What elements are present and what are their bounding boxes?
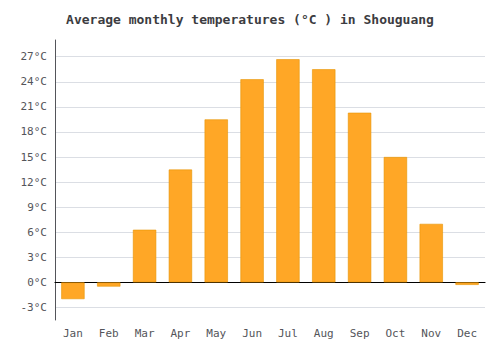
- svg-text:-3°C: -3°C: [21, 301, 48, 314]
- svg-text:Jun: Jun: [242, 327, 262, 340]
- svg-text:9°C: 9°C: [27, 201, 47, 214]
- svg-text:24°C: 24°C: [21, 75, 48, 88]
- svg-text:21°C: 21°C: [21, 100, 48, 113]
- svg-text:Dec: Dec: [457, 327, 477, 340]
- svg-text:18°C: 18°C: [21, 125, 48, 138]
- svg-text:15°C: 15°C: [21, 151, 48, 164]
- svg-text:Feb: Feb: [99, 327, 119, 340]
- svg-text:Apr: Apr: [170, 327, 190, 340]
- svg-text:Jan: Jan: [63, 327, 83, 340]
- svg-text:Sep: Sep: [350, 327, 370, 340]
- svg-text:Jul: Jul: [278, 327, 298, 340]
- svg-text:May: May: [206, 327, 226, 340]
- svg-text:Nov: Nov: [421, 327, 441, 340]
- svg-text:6°C: 6°C: [27, 226, 47, 239]
- svg-text:0°C: 0°C: [27, 276, 47, 289]
- svg-text:3°C: 3°C: [27, 251, 47, 264]
- svg-text:Average monthly temperatures (: Average monthly temperatures (°C ) in Sh…: [66, 12, 434, 27]
- svg-text:Mar: Mar: [135, 327, 155, 340]
- svg-text:27°C: 27°C: [21, 50, 48, 63]
- svg-text:12°C: 12°C: [21, 176, 48, 189]
- svg-text:Aug: Aug: [314, 327, 334, 340]
- svg-text:Oct: Oct: [385, 327, 405, 340]
